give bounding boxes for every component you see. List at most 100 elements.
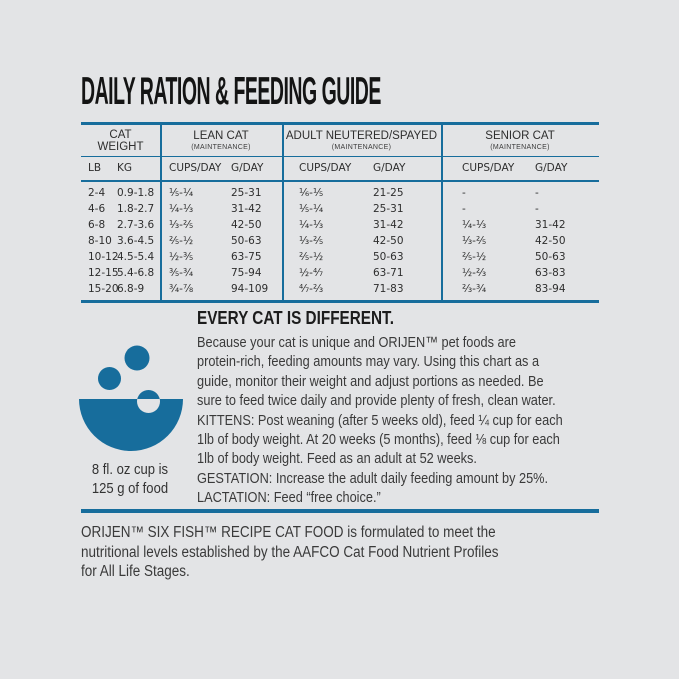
table-row: 6-8 2.7-3.6 ⅓-⅖ 42-50 ¼-⅓ 31-42 ¼-⅓ 31-42 — [81, 217, 599, 233]
cell-adult-g: 25-31 — [373, 203, 404, 215]
cell-adult-cups: ¼-⅓ — [299, 219, 324, 231]
table-row: 4-6 1.8-2.7 ¼-⅓ 31-42 ⅕-¼ 25-31 - - — [81, 201, 599, 217]
table-row: 12-15 5.4-6.8 ⅗-¾ 75-94 ½-⁴⁄₇ 63-71 ½-⅔ 63-8… — [81, 265, 599, 281]
table-subheader-row: LB KG CUPS/DAY G/DAY CUPS/DAY G/DAY CUPS… — [81, 157, 599, 180]
section-heading: EVERY CAT IS DIFFERENT. — [197, 308, 394, 328]
group-sublabel: (MAINTENANCE) — [331, 143, 392, 151]
cell-lean-g: 25-31 — [231, 187, 262, 199]
cell-lean-cups: ⅖-½ — [169, 235, 194, 247]
table-row: 10-12 4.5-5.4 ½-⅗ 63-75 ⅖-½ 50-63 ⅖-½ 50-63 — [81, 249, 599, 265]
col-cups-day: CUPS/DAY — [299, 162, 352, 174]
group-sublabel: (MAINTENANCE) — [191, 143, 251, 151]
cell-lean-g: 94-109 — [231, 283, 269, 295]
cell-adult-g: 42-50 — [373, 235, 404, 247]
cell-senior-g: 42-50 — [535, 235, 566, 247]
cell-lean-cups: ⅕-¼ — [169, 187, 194, 199]
lactation-note: LACTATION: Feed “free choice.” — [197, 489, 381, 507]
cell-lb: 6-8 — [88, 219, 106, 231]
table-divider-vertical — [160, 125, 162, 300]
cell-senior-cups: ½-⅔ — [462, 267, 487, 279]
table-header-row: CAT WEIGHT LEAN CAT (MAINTENANCE) ADULT … — [81, 125, 599, 156]
cell-kg: 5.4-6.8 — [117, 267, 155, 279]
table-body: 2-4 0.9-1.8 ⅕-¼ 25-31 ⅙-⅕ 21-25 - - 4-6 1.8-2… — [81, 182, 599, 300]
cell-kg: 1.8-2.7 — [117, 203, 155, 215]
cell-lean-cups: ¼-⅓ — [169, 203, 194, 215]
cell-adult-g: 71-83 — [373, 283, 404, 295]
group-sublabel: (MAINTENANCE) — [490, 143, 550, 151]
cell-senior-cups: ⅔-¾ — [462, 283, 487, 295]
col-g-day: G/DAY — [373, 162, 406, 174]
col-cups-day: CUPS/DAY — [462, 162, 515, 174]
table-row: 2-4 0.9-1.8 ⅕-¼ 25-31 ⅙-⅕ 21-25 - - — [81, 185, 599, 201]
col-lb: LB — [88, 162, 102, 174]
aafco-statement: ORIJEN™ SIX FISH™ RECIPE CAT FOOD is for… — [81, 524, 499, 581]
cell-lean-g: 75-94 — [231, 267, 262, 279]
cell-senior-g: 63-83 — [535, 267, 566, 279]
advice-paragraph: Because your cat is unique and ORIJEN™ p… — [197, 334, 556, 410]
cell-kg: 3.6-4.5 — [117, 235, 155, 247]
table-rule — [81, 156, 599, 157]
cell-lb: 4-6 — [88, 203, 106, 215]
cell-adult-g: 21-25 — [373, 187, 404, 199]
food-bowl-with-kibble-icon — [79, 345, 183, 451]
cell-adult-cups: ⅓-⅖ — [299, 235, 324, 247]
group-label: SENIOR CAT — [485, 129, 555, 142]
cell-lean-g: 42-50 — [231, 219, 262, 231]
cell-adult-cups: ⅕-¼ — [299, 203, 324, 215]
gestation-note: GESTATION: Increase the adult daily feed… — [197, 469, 549, 487]
group-label: CAT WEIGHT — [97, 128, 144, 153]
cell-adult-g: 50-63 — [373, 251, 404, 263]
cell-senior-g: 50-63 — [535, 251, 566, 263]
table-divider-vertical — [282, 125, 284, 300]
cell-senior-cups: ⅖-½ — [462, 251, 487, 263]
table-rule — [81, 180, 599, 182]
cell-senior-cups: - — [462, 203, 466, 215]
group-label: ADULT NEUTERED/SPAYED — [285, 129, 438, 142]
section-divider-rule — [81, 509, 599, 513]
cell-lean-cups: ⅗-¾ — [169, 267, 194, 279]
header-adult-neutered: ADULT NEUTERED/SPAYED (MAINTENANCE) — [282, 125, 441, 156]
group-label: LEAN CAT — [193, 129, 249, 142]
cell-kg: 0.9-1.8 — [117, 187, 155, 199]
col-g-day: G/DAY — [535, 162, 568, 174]
cell-lb: 2-4 — [88, 187, 106, 199]
cell-lb: 12-15 — [88, 267, 119, 279]
feeding-table: CAT WEIGHT LEAN CAT (MAINTENANCE) ADULT … — [81, 122, 599, 303]
cell-lean-g: 31-42 — [231, 203, 262, 215]
header-senior-cat: SENIOR CAT (MAINTENANCE) — [441, 125, 599, 156]
table-divider-vertical — [441, 125, 443, 300]
kittens-note: KITTENS: Post weaning (after 5 weeks old… — [197, 411, 563, 468]
cell-kg: 2.7-3.6 — [117, 219, 155, 231]
col-cups-day: CUPS/DAY — [169, 162, 222, 174]
table-row: 15-20 6.8-9 ¾-⅞ 94-109 ⁴⁄₇-⅔ 71-83 ⅔-¾ 83-94 — [81, 281, 599, 297]
col-kg: KG — [117, 162, 133, 174]
cell-adult-cups: ½-⁴⁄₇ — [299, 267, 324, 279]
cell-lean-cups: ½-⅗ — [169, 251, 194, 263]
cell-lb: 15-20 — [88, 283, 119, 295]
cell-senior-g: 31-42 — [535, 219, 566, 231]
cell-senior-cups: - — [462, 187, 466, 199]
header-lean-cat: LEAN CAT (MAINTENANCE) — [160, 125, 282, 156]
cell-lean-cups: ⅓-⅖ — [169, 219, 194, 231]
cell-adult-cups: ⅖-½ — [299, 251, 324, 263]
cell-lean-g: 63-75 — [231, 251, 262, 263]
cell-lean-g: 50-63 — [231, 235, 262, 247]
cell-senior-g: 83-94 — [535, 283, 566, 295]
col-g-day: G/DAY — [231, 162, 264, 174]
cell-adult-cups: ⅙-⅕ — [299, 187, 324, 199]
header-cat-weight: CAT WEIGHT — [81, 125, 160, 156]
cell-senior-g: - — [535, 203, 539, 215]
cell-senior-cups: ⅓-⅖ — [462, 235, 487, 247]
feeding-advice-text: Because your cat is unique and ORIJEN™ p… — [197, 333, 563, 508]
cell-adult-g: 31-42 — [373, 219, 404, 231]
cell-lb: 10-12 — [88, 251, 119, 263]
page-title: DAILY RATION & FEEDING GUIDE — [81, 70, 381, 113]
cell-lean-cups: ¾-⅞ — [169, 283, 194, 295]
cell-lb: 8-10 — [88, 235, 112, 247]
cup-measure-caption: 8 fl. oz cup is 125 g of food — [91, 462, 169, 497]
cell-adult-g: 63-71 — [373, 267, 404, 279]
cell-senior-g: - — [535, 187, 539, 199]
cell-senior-cups: ¼-⅓ — [462, 219, 487, 231]
cell-kg: 6.8-9 — [117, 283, 145, 295]
